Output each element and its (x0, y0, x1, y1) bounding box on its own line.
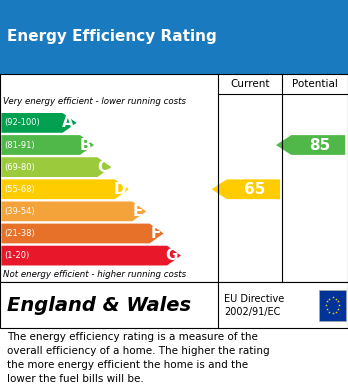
Polygon shape (1, 246, 181, 265)
Bar (0, 0, 348, 74)
Polygon shape (1, 224, 164, 243)
Text: (39-54): (39-54) (4, 207, 35, 216)
Text: Energy Efficiency Rating: Energy Efficiency Rating (7, 29, 217, 44)
Text: England & Wales: England & Wales (7, 296, 191, 315)
Text: (21-38): (21-38) (4, 229, 35, 238)
Text: F: F (150, 226, 161, 241)
Text: (69-80): (69-80) (4, 163, 35, 172)
Polygon shape (1, 179, 129, 199)
Polygon shape (1, 113, 77, 133)
Text: 85: 85 (309, 138, 330, 152)
Polygon shape (1, 201, 146, 221)
Text: Not energy efficient - higher running costs: Not energy efficient - higher running co… (3, 270, 187, 279)
Text: Potential: Potential (292, 79, 338, 89)
Text: B: B (80, 138, 91, 152)
Text: The energy efficiency rating is a measure of the
overall efficiency of a home. T: The energy efficiency rating is a measur… (7, 332, 270, 384)
Polygon shape (212, 179, 280, 199)
Text: (92-100): (92-100) (4, 118, 40, 127)
Text: Very energy efficient - lower running costs: Very energy efficient - lower running co… (3, 97, 187, 106)
Bar (0, 74, 348, 282)
Polygon shape (1, 135, 94, 155)
Text: (55-68): (55-68) (4, 185, 35, 194)
Polygon shape (1, 157, 111, 177)
Text: EU Directive
2002/91/EC: EU Directive 2002/91/EC (224, 294, 285, 317)
Bar (319, 290, 346, 321)
Text: A: A (62, 115, 74, 130)
Text: C: C (97, 160, 109, 175)
Text: Current: Current (230, 79, 269, 89)
Polygon shape (276, 135, 345, 155)
Text: G: G (166, 248, 178, 263)
Bar (0, 282, 348, 328)
Text: E: E (133, 204, 143, 219)
Text: 65: 65 (244, 182, 266, 197)
Text: D: D (113, 182, 126, 197)
Text: (1-20): (1-20) (4, 251, 30, 260)
Text: (81-91): (81-91) (4, 140, 35, 149)
